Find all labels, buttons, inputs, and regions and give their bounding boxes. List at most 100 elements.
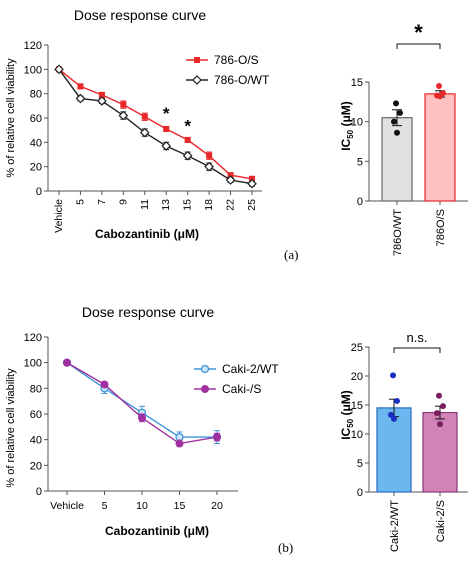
data-point (436, 82, 442, 89)
series-layer (62, 358, 222, 448)
bars (381, 82, 456, 202)
series-layer (54, 64, 257, 189)
x-tick-label: 5 (102, 500, 108, 512)
data-point (434, 410, 440, 417)
y-tick-label: 25 (351, 342, 363, 354)
data-point (97, 96, 107, 106)
data-point (141, 113, 148, 120)
significance-bracket: n.s. (393, 330, 441, 353)
x-tick-label: 22 (225, 199, 237, 211)
legend-label: 786-O/WT (214, 73, 270, 87)
data-point (436, 392, 442, 399)
data-point (225, 175, 236, 185)
x-axis-ticks: Vehicle 5 10 15 20 (50, 500, 223, 512)
x-tick-label: Caki-2/WT (389, 500, 401, 552)
y-tick-label: 10 (351, 429, 363, 441)
x-tick-label: 786O/S (435, 209, 447, 246)
y-axis-label: IC50 (μM) (339, 101, 355, 151)
series-line (66, 362, 218, 445)
series-1 (62, 358, 222, 445)
bar-group-2 (422, 392, 458, 493)
significance-annotations: ** (163, 104, 191, 135)
x-tick-label: 11 (139, 199, 151, 210)
data-point (77, 83, 84, 90)
x-axis-label: Cabozantinib (μM) (105, 524, 209, 538)
x-tick-label: 25 (246, 199, 258, 211)
x-tick-label: 9 (117, 199, 129, 205)
significance-star: * (184, 116, 191, 135)
data-point (393, 100, 399, 107)
data-point (98, 91, 105, 98)
legend-label: 786-O/S (214, 53, 259, 67)
bracket-line (393, 347, 441, 353)
x-tick-label: Vehicle (50, 500, 84, 512)
x-tick-label: 18 (203, 199, 215, 211)
significance-label: * (414, 20, 423, 45)
bar (424, 93, 456, 202)
x-axis-label: Cabozantinib (μM) (95, 227, 199, 241)
series-1 (56, 66, 255, 182)
x-tick-label: 7 (96, 199, 108, 205)
y-axis-label: % of relative cell viability (5, 368, 17, 488)
x-axis-ticks: Vehicle 5 7 9 11 13 15 18 22 25 (53, 199, 258, 233)
y-tick-label: 120 (24, 332, 42, 344)
significance-bracket: * (396, 20, 441, 49)
y-tick-label: 5 (357, 458, 363, 470)
y-tick-label: 40 (30, 137, 42, 149)
legend: Caki-2/WT Caki-/S (194, 362, 279, 396)
y-tick-label: 15 (351, 77, 363, 89)
y-axis-ticks: 0 20 40 60 80 100 120 (24, 332, 42, 498)
x-tick-label: Vehicle (53, 199, 65, 233)
y-tick-label: 80 (30, 89, 42, 101)
data-point (163, 125, 170, 132)
y-tick-label: 60 (30, 409, 42, 421)
y-tick-label: 100 (24, 64, 42, 76)
data-point (437, 421, 443, 428)
data-point (213, 433, 221, 442)
x-tick-label: 13 (160, 199, 172, 211)
series-line (58, 68, 253, 185)
legend: 786-O/S 786-O/WT (186, 53, 270, 87)
panel-a-line-chart: Dose response curve % of relative cell v… (5, 7, 270, 241)
axes (44, 336, 238, 495)
data-point (249, 175, 255, 182)
data-point (437, 93, 443, 100)
y-axis-ticks: 0 20 40 60 80 100 120 (24, 40, 42, 198)
chart-title: Dose response curve (74, 7, 207, 23)
y-tick-label: 5 (357, 156, 363, 168)
y-tick-label: 80 (30, 383, 42, 395)
y-axis-label: % of relative cell viability (5, 58, 17, 178)
data-point (63, 358, 71, 367)
data-point (54, 64, 64, 75)
y-tick-label: 0 (357, 196, 363, 208)
data-point (139, 127, 150, 138)
data-point (118, 110, 129, 121)
data-point (206, 152, 213, 159)
data-point (120, 101, 127, 108)
y-tick-label: 20 (30, 460, 42, 472)
data-point (161, 141, 172, 151)
series-2 (54, 64, 257, 189)
data-point (391, 415, 397, 422)
significance-star: * (163, 104, 170, 123)
data-point (182, 150, 193, 161)
y-axis-label: IC50 (μM) (339, 390, 355, 440)
y-tick-label: 0 (36, 486, 42, 498)
x-tick-label: 786O/WT (392, 209, 404, 256)
legend-marker (194, 57, 200, 63)
y-tick-label: 100 (24, 358, 42, 370)
legend-label: Caki-/S (222, 382, 261, 396)
x-tick-label: 15 (182, 199, 194, 211)
data-point (138, 413, 146, 422)
data-point (100, 380, 109, 389)
y-tick-label: 20 (351, 371, 363, 383)
series-line (58, 68, 253, 180)
axes (44, 44, 262, 195)
chart-title: Dose response curve (82, 304, 215, 320)
data-point (175, 439, 184, 448)
x-tick-label: 20 (211, 500, 223, 512)
data-point (394, 129, 400, 136)
y-tick-label: 120 (24, 40, 42, 52)
data-point (440, 403, 446, 410)
